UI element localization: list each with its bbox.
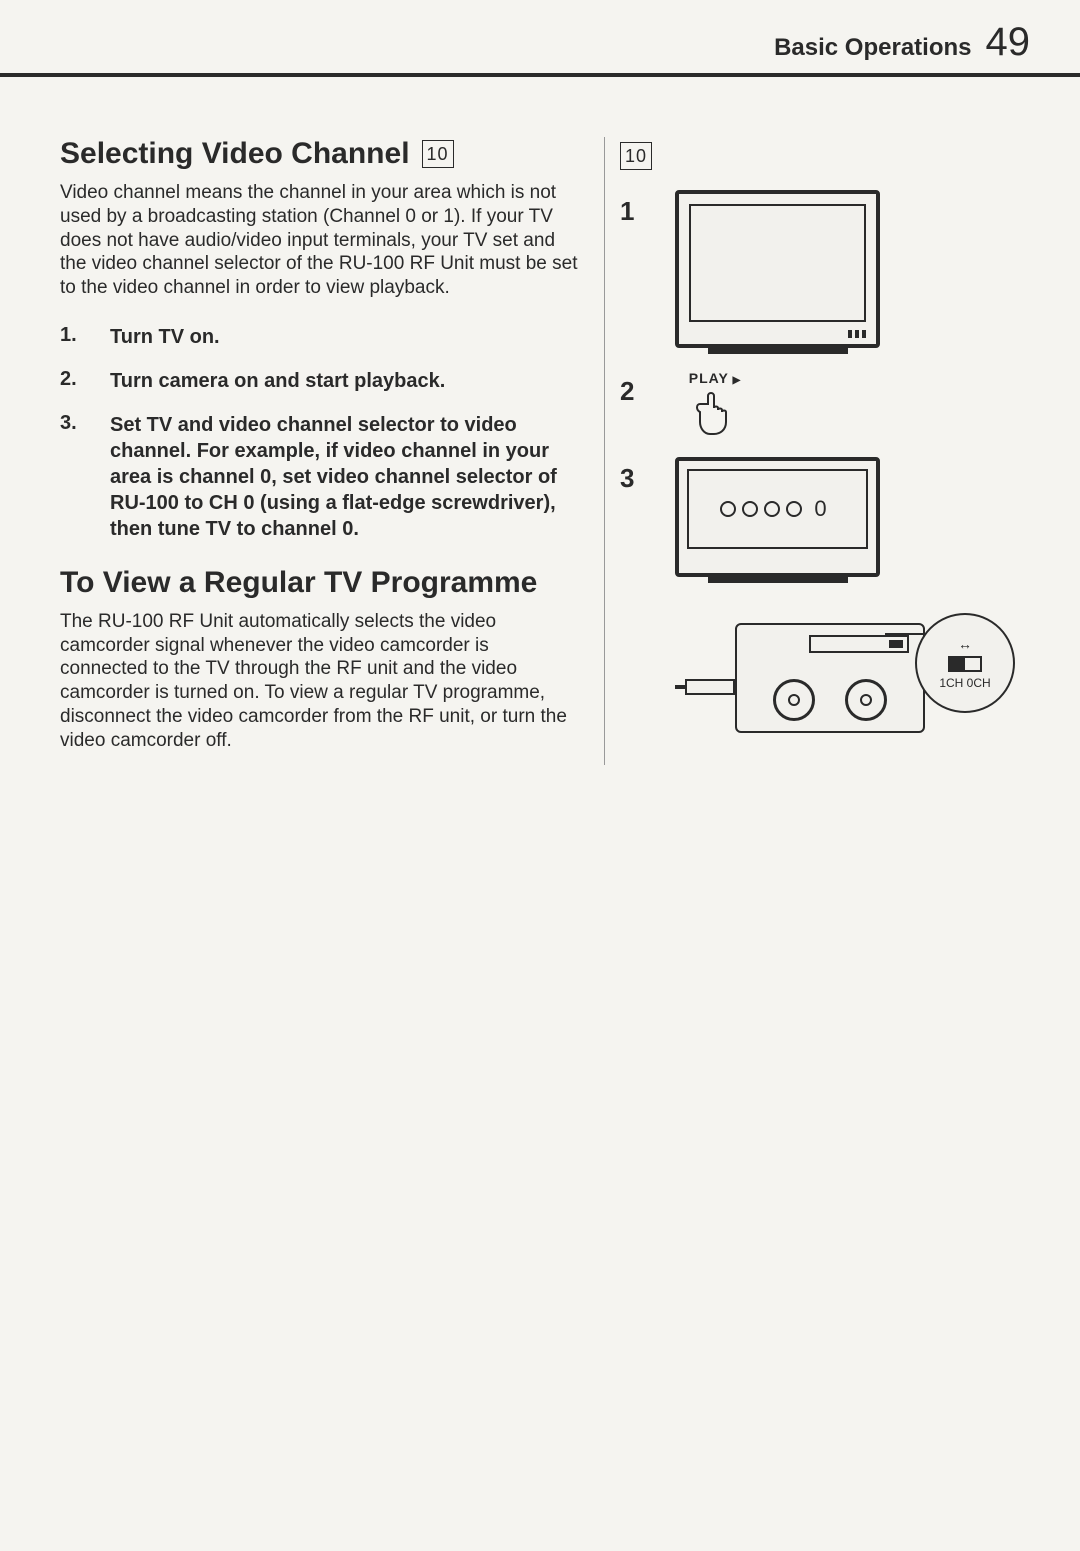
body-paragraph: The RU-100 RF Unit automatically selects… [60,610,579,753]
plug-icon [685,679,735,695]
diagram-step-number: 2 [620,370,675,407]
step-number: 3. [60,412,110,542]
tv-tuning-illustration: 0 [675,457,1050,743]
manual-page: Basic Operations 49 Selecting Video Chan… [0,0,1080,1551]
rf-unit-illustration: ↔ 1CH 0CH [675,613,1015,743]
content-area: Selecting Video Channel 10 Video channel… [0,77,1080,795]
step-text: Turn camera on and start playback. [110,368,445,394]
step-text: Set TV and video channel selector to vid… [110,412,579,542]
hand-press-icon [690,390,740,435]
diagram-step-3: 3 0 [620,457,1050,743]
step-3: 3. Set TV and video channel selector to … [60,412,579,542]
rca-jack-icon [845,679,887,721]
page-header: Basic Operations 49 [0,0,1080,77]
rca-jack-icon [773,679,815,721]
text-column: Selecting Video Channel 10 Video channel… [60,137,605,765]
step-text: Turn TV on. [110,324,220,350]
step-number: 2. [60,368,110,394]
figure-ref-icon: 10 [422,140,454,168]
diagram-step-2: 2 PLAY [620,370,1050,435]
heading-selecting-video-channel: Selecting Video Channel 10 [60,137,579,171]
diagrams: 10 1 2 PLAY [620,137,1050,743]
heading-regular-tv: To View a Regular TV Programme [60,566,579,600]
step-number: 1. [60,324,110,350]
page-number: 49 [986,20,1031,65]
figure-ref-row: 10 [620,142,1050,170]
step-1: 1. Turn TV on. [60,324,579,350]
arrows-icon: ↔ [958,636,972,652]
diagram-step-number: 1 [620,190,675,227]
channel-switch-icon [948,656,982,672]
diagram-step-number: 3 [620,457,675,494]
figure-ref-icon: 10 [620,142,652,170]
heading-text: Selecting Video Channel [60,137,410,171]
play-button-illustration: PLAY [675,370,1050,435]
channel-selector-detail: ↔ 1CH 0CH [915,613,1015,713]
play-label: PLAY [689,370,742,386]
step-2: 2. Turn camera on and start playback. [60,368,579,394]
instruction-list: 1. Turn TV on. 2. Turn camera on and sta… [60,324,579,542]
rf-unit-box [735,623,925,733]
diagram-column: 10 1 2 PLAY [605,137,1050,765]
channel-labels: 1CH 0CH [939,676,990,690]
channel-zero-label: 0 [814,496,826,522]
tv-illustration [675,190,1050,348]
section-title: Basic Operations [774,34,971,62]
diagram-step-1: 1 [620,190,1050,348]
intro-paragraph: Video channel means the channel in your … [60,181,579,300]
